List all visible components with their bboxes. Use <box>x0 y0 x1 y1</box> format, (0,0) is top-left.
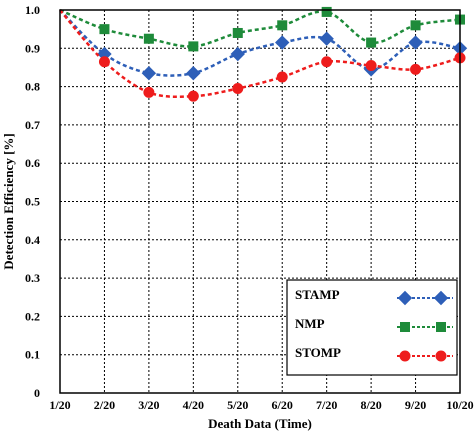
data-point-nmp <box>232 27 243 38</box>
legend-marker-stomp <box>399 350 411 362</box>
legend-marker-nmp <box>436 322 446 332</box>
data-point-stamp <box>275 35 290 50</box>
legend-label-stamp: STAMP <box>295 287 340 302</box>
legend-marker-stomp <box>435 350 447 362</box>
series-line-stomp <box>59 9 461 99</box>
data-point-stamp <box>186 65 201 81</box>
data-point-nmp <box>410 20 421 31</box>
series-line-stamp <box>59 9 461 77</box>
y-tick-label: 0.9 <box>25 41 40 55</box>
y-tick-label: 0 <box>34 386 40 400</box>
data-point-stomp <box>321 56 333 68</box>
y-tick-label: 0.8 <box>25 80 40 94</box>
data-point-stamp <box>230 46 245 62</box>
x-tick-label: 9/20 <box>405 398 426 412</box>
legend-label-nmp: NMP <box>295 316 325 331</box>
y-tick-label: 0.5 <box>25 195 40 209</box>
data-point-stamp <box>408 35 423 50</box>
y-tick-label: 0.1 <box>25 348 40 362</box>
data-point-stomp <box>365 60 377 72</box>
data-point-nmp <box>143 33 154 44</box>
x-tick-label: 3/20 <box>138 398 159 412</box>
data-point-nmp <box>277 20 288 31</box>
series-layer <box>59 6 468 102</box>
x-tick-label: 10/20 <box>446 398 473 412</box>
data-point-stomp <box>187 90 199 102</box>
x-tick-label: 4/20 <box>183 398 204 412</box>
data-point-nmp <box>321 6 332 17</box>
legend-label-stomp: STOMP <box>295 345 341 360</box>
data-point-stamp <box>319 31 334 46</box>
x-tick-label: 8/20 <box>360 398 381 412</box>
tick-layer: 1/20 2/20 3/20 4/20 5/20 6/20 7/20 8/20 9/20 10/2… <box>25 3 474 412</box>
legend: STAMP NMP STOMP <box>286 279 458 376</box>
data-point-stomp <box>276 71 288 83</box>
plot-frame <box>59 9 461 394</box>
y-tick-label: 0.3 <box>25 271 40 285</box>
legend-marker-nmp <box>400 322 410 332</box>
x-tick-label: 7/20 <box>316 398 337 412</box>
data-point-stamp <box>141 65 157 81</box>
x-tick-label: 5/20 <box>227 398 248 412</box>
data-point-nmp <box>188 41 199 52</box>
y-tick-label: 0.6 <box>25 156 40 170</box>
data-point-stomp <box>98 56 110 68</box>
x-tick-label: 1/20 <box>49 398 70 412</box>
x-tick-label: 2/20 <box>94 398 115 412</box>
x-tick-label: 6/20 <box>272 398 293 412</box>
y-tick-label: 0.2 <box>25 309 40 323</box>
x-axis-label: Death Data (Time) <box>208 416 312 431</box>
data-point-stomp <box>410 63 422 75</box>
legend-marker-stamp <box>433 290 449 306</box>
series-line-nmp <box>59 8 461 48</box>
y-tick-label: 0.7 <box>25 118 40 132</box>
data-point-nmp <box>366 37 377 48</box>
y-tick-label: 1.0 <box>25 3 40 17</box>
data-point-stomp <box>232 83 244 95</box>
y-tick-label: 0.4 <box>25 233 40 247</box>
data-point-stomp <box>143 86 155 98</box>
y-axis-label: Detection Efficiency [%] <box>1 133 16 269</box>
data-point-nmp <box>99 24 110 35</box>
legend-marker-stamp <box>397 290 413 306</box>
